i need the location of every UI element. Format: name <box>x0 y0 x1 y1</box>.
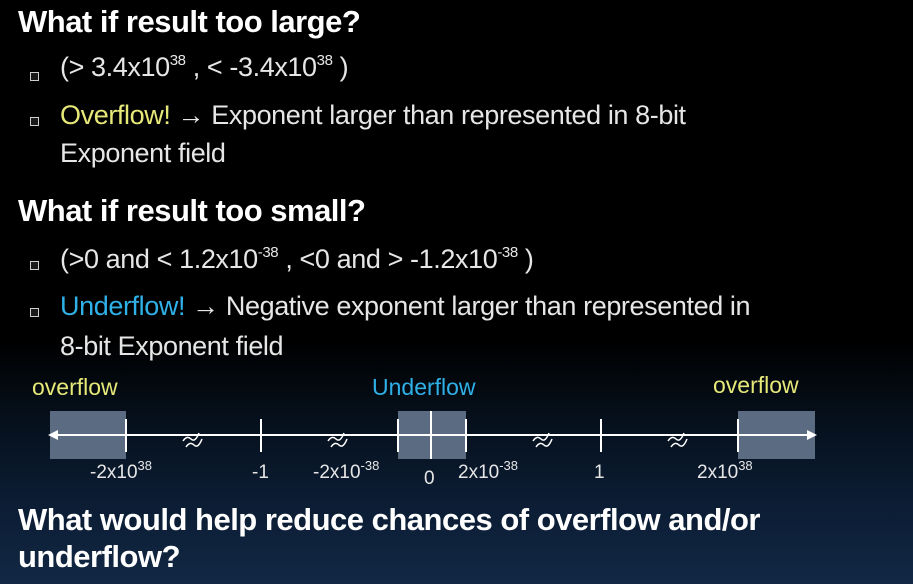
superscript: -38 <box>497 244 518 261</box>
bullet-overflow-cont: Exponent field <box>60 138 226 168</box>
bullet-underflow-cont: 8-bit Exponent field <box>60 331 284 361</box>
text: , <0 and > -1.2x10 <box>278 244 498 274</box>
tick-base: 0 <box>424 468 435 489</box>
tick-base: 2x10 <box>458 462 500 483</box>
axis-break-icon <box>532 432 553 448</box>
bullet-icon <box>30 308 39 317</box>
tick-label: -1 <box>252 462 269 484</box>
axis-break-icon <box>667 432 688 448</box>
bullet-overflow: Overflow! → Exponent larger than represe… <box>60 100 686 131</box>
tick-base: -2x10 <box>90 462 138 483</box>
text: → Negative exponent larger than represen… <box>185 291 751 321</box>
bullet-underflow: Underflow! → Negative exponent larger th… <box>60 291 751 322</box>
bullet-range-small: (>0 and < 1.2x10-38 , <0 and > -1.2x10-3… <box>60 244 534 275</box>
heading-reduce-chances: What would help reduce chances of overfl… <box>18 501 761 575</box>
tick-label: 1 <box>594 462 605 484</box>
bullet-icon <box>30 117 39 126</box>
axis-break-icon <box>182 432 203 448</box>
bullet-range-large: (> 3.4x1038 , < -3.4x1038 ) <box>60 52 349 83</box>
text: (>0 and < 1.2x10 <box>60 244 258 274</box>
superscript: 38 <box>169 52 186 69</box>
bullet-icon <box>30 72 39 81</box>
superscript: 38 <box>316 52 333 69</box>
tick-label: -2x10-38 <box>313 459 379 484</box>
tick-exp: 38 <box>738 458 753 473</box>
bullet-icon <box>30 261 39 270</box>
text: ) <box>332 52 349 82</box>
tick-label: 2x1038 <box>697 459 753 484</box>
heading-too-small: What if result too small? <box>18 193 366 228</box>
superscript: -38 <box>257 244 279 261</box>
axis-break-icon <box>327 432 348 448</box>
tick-base: -2x10 <box>313 462 361 483</box>
tick-marks <box>125 411 739 459</box>
heading-line: What would help reduce chances of overfl… <box>18 502 761 537</box>
tick-exp: -38 <box>360 458 380 473</box>
underflow-label: Underflow <box>372 374 476 400</box>
heading-too-large: What if result too large? <box>18 4 361 39</box>
left-arrow-icon <box>48 430 58 440</box>
tick-base: -1 <box>252 462 269 483</box>
underflow-highlight: Underflow! <box>60 291 186 321</box>
text: → Exponent larger than represented in 8-… <box>170 100 687 130</box>
tick-exp: -38 <box>499 458 518 473</box>
tick-label: 2x10-38 <box>458 459 518 484</box>
overflow-right-label: overflow <box>713 372 799 398</box>
overflow-left-label: overflow <box>32 374 118 400</box>
text: ) <box>517 244 534 274</box>
text: (> 3.4x10 <box>60 52 170 82</box>
break-marks <box>182 432 688 448</box>
heading-line: underflow? <box>18 539 181 574</box>
tick-base: 2x10 <box>697 462 739 483</box>
overflow-highlight: Overflow! <box>60 100 171 130</box>
tick-exp: 38 <box>137 458 152 473</box>
tick-base: 1 <box>594 462 605 483</box>
tick-label: -2x1038 <box>90 459 152 484</box>
right-arrow-icon <box>807 430 817 440</box>
text: , < -3.4x10 <box>185 52 317 82</box>
tick-label: 0 <box>424 468 435 490</box>
